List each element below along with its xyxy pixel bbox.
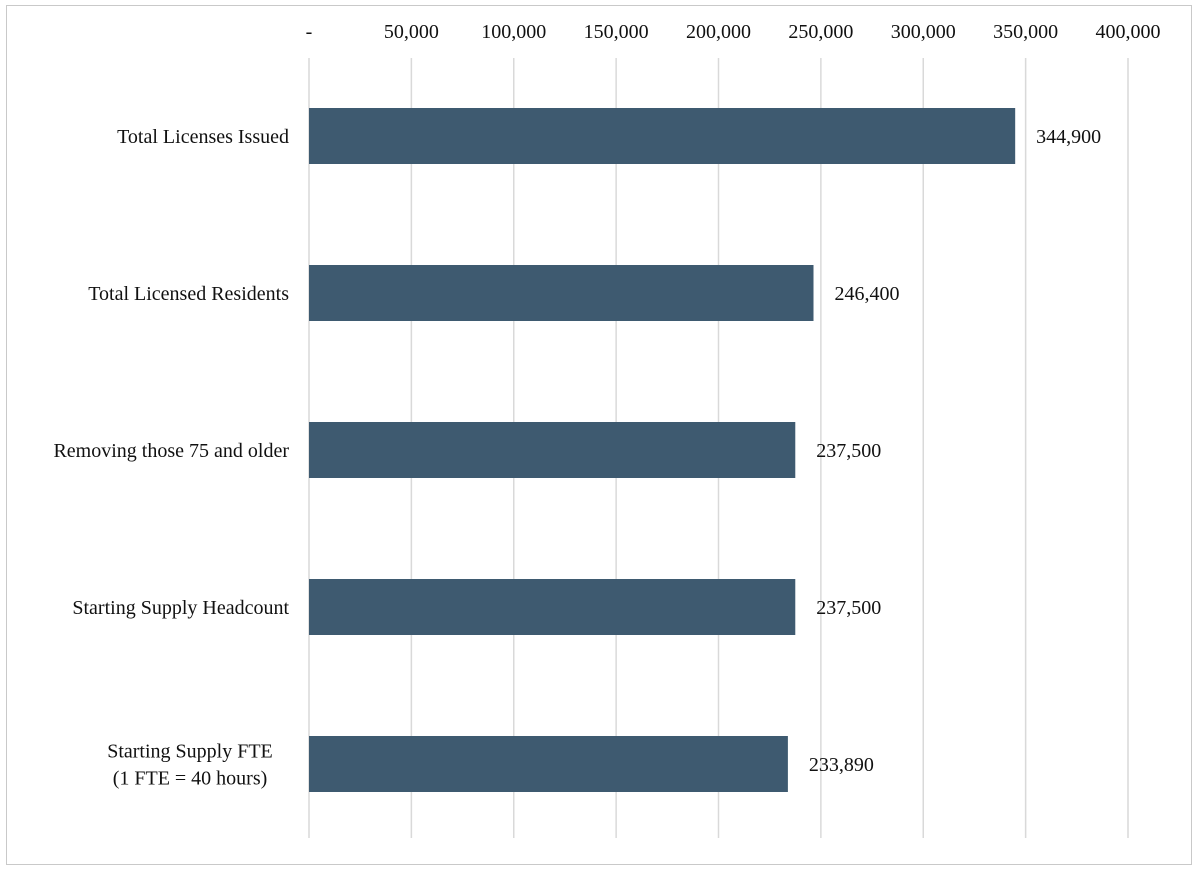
x-tick-label: -	[306, 21, 313, 43]
x-tick-label: 150,000	[584, 21, 649, 43]
category-label-line: Starting Supply FTE	[107, 741, 273, 763]
bar	[309, 579, 796, 635]
category-label-line: Starting Supply Headcount	[72, 597, 289, 619]
bar	[309, 736, 788, 792]
x-tick-label: 300,000	[891, 21, 956, 43]
x-tick-label: 100,000	[481, 21, 546, 43]
category-label-line: Total Licenses Issued	[117, 126, 289, 148]
data-label: 233,890	[809, 754, 874, 776]
x-tick-label: 200,000	[686, 21, 751, 43]
bars	[309, 108, 1016, 792]
category-label: Starting Supply Headcount	[72, 597, 289, 619]
category-label-line: Removing those 75 and older	[53, 440, 289, 462]
x-tick-label: 250,000	[788, 21, 853, 43]
category-label: Starting Supply FTE (1 FTE = 40 hours)	[107, 741, 273, 790]
data-label: 237,500	[816, 440, 881, 462]
grid-lines	[308, 58, 1129, 838]
bar	[309, 422, 796, 478]
category-labels: Total Licenses Issued Total Licensed Resi…	[53, 126, 289, 790]
category-label: Total Licensed Residents	[88, 283, 289, 305]
category-label-line: Total Licensed Residents	[88, 283, 289, 305]
data-label: 246,400	[835, 283, 900, 305]
x-axis-ticks: - 50,000 100,000 150,000 200,000 250,000 300,0…	[306, 21, 1161, 43]
bar	[309, 265, 814, 321]
x-tick-label: 400,000	[1096, 21, 1161, 43]
data-label: 344,900	[1036, 126, 1101, 148]
category-label-line: (1 FTE = 40 hours)	[113, 768, 268, 790]
data-label: 237,500	[816, 597, 881, 619]
category-label: Total Licenses Issued	[117, 126, 289, 148]
x-tick-label: 350,000	[993, 21, 1058, 43]
bar	[309, 108, 1016, 164]
data-labels: 344,900 246,400 237,500 237,500 233,890	[809, 126, 1101, 776]
category-label: Removing those 75 and older	[53, 440, 289, 462]
x-tick-label: 50,000	[384, 21, 439, 43]
